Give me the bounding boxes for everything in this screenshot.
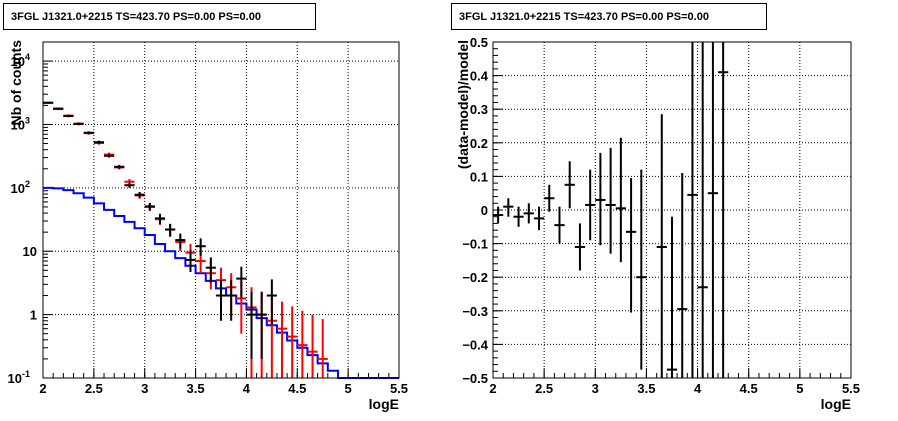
left-x-tick-label: 3.5 <box>187 381 205 396</box>
right-y-tick-label: −0.3 <box>462 304 488 319</box>
left-x-tick-label: 2 <box>39 381 46 396</box>
right-y-axis-label: (data-model)/model <box>455 40 471 169</box>
right-plot-title: 3FGL J1321.0+2215 TS=423.70 PS=0.00 PS=0… <box>451 3 767 30</box>
residual-data-point <box>585 169 596 241</box>
black-data-point <box>215 280 227 321</box>
left-y-tick-label: 104 <box>11 52 30 69</box>
model-step-line <box>43 186 399 379</box>
right-y-tick-label: −0.1 <box>462 237 488 252</box>
black-data-point <box>236 266 247 299</box>
left-x-axis-label: logE <box>369 396 399 412</box>
residual-data-point <box>503 198 514 217</box>
residual-data-point <box>493 206 504 224</box>
black-data-point <box>63 114 74 118</box>
right-x-tick-label: 4.5 <box>740 381 758 396</box>
residual-data-point <box>687 42 698 378</box>
right-x-tick-label: 2 <box>489 381 496 396</box>
left-x-tick-label: 4.5 <box>288 381 306 396</box>
black-data-point <box>205 257 216 283</box>
right-x-axis-label: logE <box>821 396 851 412</box>
black-data-point <box>104 154 115 158</box>
black-data-point <box>175 233 186 249</box>
right-x-tick-label: 4 <box>694 381 702 396</box>
left-plot: 2 2.5 3 3.5 4 4.5 5 5.5 10-1 1 10 102 103 104 <box>8 41 408 396</box>
right-x-tick-label: 5 <box>796 381 803 396</box>
black-data-point <box>93 140 105 144</box>
black-data-point <box>124 182 135 188</box>
residual-data-point <box>564 161 575 209</box>
black-data-point <box>43 101 54 104</box>
black-data-point <box>144 202 155 211</box>
residual-data-point <box>533 206 545 231</box>
red-data-point <box>287 306 298 378</box>
right-y-tick-label: 0.5 <box>470 35 488 50</box>
left-y-tick-label: 10 <box>23 244 37 259</box>
right-x-tick-label: 3.5 <box>637 381 655 396</box>
residual-data-point <box>523 203 534 224</box>
left-y-tick-label: 102 <box>11 179 30 196</box>
right-y-tick-label: −0.2 <box>462 270 488 285</box>
red-data-point <box>297 310 308 378</box>
left-x-tick-label: 2.5 <box>85 381 103 396</box>
residual-data-point <box>595 152 606 246</box>
residual-data-point <box>625 178 637 313</box>
left-y-tick-label: 103 <box>11 115 30 132</box>
right-plot: 2 2.5 3 3.5 4 4.5 5 5.5 −0.5 −0.4 −0.3 −0.2 −0.1 0 0.1… <box>462 35 860 396</box>
black-data-point <box>73 122 84 126</box>
residual-data-point <box>605 147 616 254</box>
left-x-tick-label: 5 <box>345 381 352 396</box>
black-data-point <box>195 238 206 256</box>
black-data-point <box>256 291 267 359</box>
residual-data-point <box>544 184 555 212</box>
right-x-tick-label: 3 <box>592 381 599 396</box>
black-data-point <box>154 213 166 224</box>
black-data-point <box>134 192 145 198</box>
black-data-point <box>266 279 277 325</box>
left-x-tick-label: 4 <box>243 381 251 396</box>
left-y-axis-label: Nb of counts <box>8 40 24 126</box>
left-x-tick-label: 3 <box>141 381 148 396</box>
right-y-tick-label: 0.4 <box>470 69 489 84</box>
residual-data-point <box>636 169 647 370</box>
black-data-point <box>226 280 237 321</box>
right-y-tick-label: −0.4 <box>462 337 488 352</box>
residual-data-point <box>718 42 729 378</box>
right-y-tick-label: 0.1 <box>470 169 488 184</box>
black-data-point <box>165 223 176 237</box>
residual-data-point <box>574 223 586 271</box>
red-data-point <box>307 314 318 378</box>
red-data-point <box>317 319 328 378</box>
right-y-tick-label: 0 <box>481 203 488 218</box>
residual-data-point <box>666 216 678 378</box>
black-data-point <box>185 249 196 273</box>
residual-data-point <box>707 42 719 378</box>
residual-data-point <box>513 206 524 227</box>
black-data-point <box>83 131 94 135</box>
residual-data-point <box>615 137 626 263</box>
left-x-tick-label: 5.5 <box>390 381 408 396</box>
residual-data-point <box>697 42 708 378</box>
right-x-tick-label: 2.5 <box>535 381 553 396</box>
red-data-point <box>276 301 288 378</box>
right-y-tick-label: 0.3 <box>470 102 488 117</box>
left-plot-frame <box>42 41 400 379</box>
left-y-tick-label: 1 <box>30 308 37 323</box>
residual-data-point <box>677 173 688 378</box>
residual-data-point <box>656 114 667 378</box>
right-x-tick-label: 5.5 <box>842 381 860 396</box>
left-y-tick-label: 10-1 <box>8 369 30 386</box>
right-y-tick-label: −0.5 <box>462 371 488 386</box>
black-data-point <box>53 107 64 110</box>
black-data-point <box>114 164 125 169</box>
residual-data-point <box>554 206 565 244</box>
right-y-tick-label: 0.2 <box>470 136 488 151</box>
black-data-point <box>246 291 257 359</box>
left-plot-title: 3FGL J1321.0+2215 TS=423.70 PS=0.00 PS=0… <box>3 3 316 30</box>
right-plot-frame <box>492 41 852 379</box>
